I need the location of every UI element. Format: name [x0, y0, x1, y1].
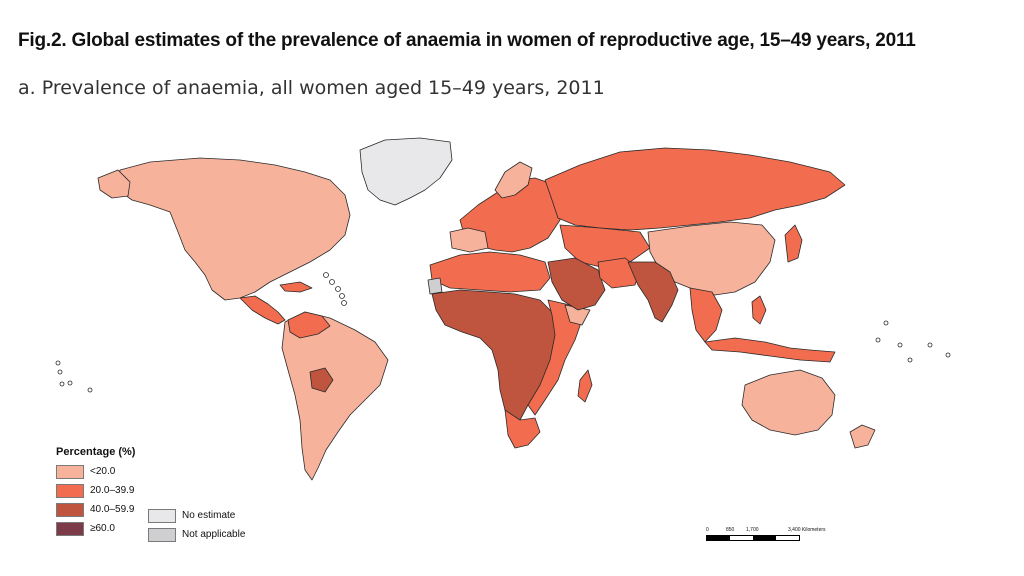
legend-item: No estimate — [148, 506, 245, 525]
region-caribbean — [279, 281, 313, 293]
legend-title: Percentage (%) — [56, 446, 136, 458]
legend-label: No estimate — [182, 510, 236, 521]
region-central-america — [239, 295, 286, 325]
region-bolivia — [309, 367, 334, 393]
region-arabia — [547, 257, 606, 311]
legend-item: 20.0–39.9 — [56, 481, 135, 500]
scale-tick-label: 1,700 — [746, 527, 759, 533]
region-south-america — [281, 311, 389, 481]
scale-tick-label: 0 — [706, 527, 709, 533]
legend-item: Not applicable — [148, 525, 245, 544]
region-madagascar — [577, 369, 593, 403]
region-northern-south-america — [287, 311, 331, 339]
legend-swatch — [56, 483, 84, 498]
scale-tick-label: 850 — [726, 527, 735, 533]
region-south-asia — [627, 261, 679, 323]
region-western-sahara — [427, 277, 443, 295]
scale-bar: 0 850 1,700 3,400 Kilometers — [706, 527, 856, 541]
region-north-africa — [429, 251, 551, 293]
region-southeast-asia — [689, 287, 723, 343]
legend: Percentage (%) <20.0 20.0–39.9 40.0–59.9… — [56, 446, 135, 538]
legend-item: ≥60.0 — [56, 519, 135, 538]
region-new-zealand — [849, 424, 876, 449]
legend-item: <20.0 — [56, 462, 135, 481]
scale-tick-label: 3,400 Kilometers — [788, 527, 826, 533]
scale-bar-graphic — [706, 535, 800, 541]
legend-extra: No estimate Not applicable — [148, 506, 245, 544]
figure-title: Fig.2. Global estimates of the prevalenc… — [18, 30, 916, 51]
figure-subtitle: a. Prevalence of anaemia, all women aged… — [18, 77, 605, 99]
legend-item: 40.0–59.9 — [56, 500, 135, 519]
region-greenland — [359, 137, 453, 206]
legend-label: 40.0–59.9 — [90, 504, 135, 515]
legend-swatch — [56, 521, 84, 536]
legend-label: 20.0–39.9 — [90, 485, 135, 496]
region-russia — [544, 147, 846, 231]
world-map — [0, 120, 1024, 576]
legend-swatch — [56, 502, 84, 517]
region-scandinavia — [494, 161, 533, 199]
legend-label: ≥60.0 — [90, 523, 115, 534]
region-australia — [741, 369, 836, 436]
region-indonesia — [704, 337, 836, 363]
legend-swatch — [56, 464, 84, 479]
region-philippines — [751, 295, 767, 325]
region-southern-africa — [504, 409, 541, 449]
small-island-markers — [55, 272, 951, 393]
region-sub-saharan-africa — [431, 289, 561, 429]
legend-swatch — [148, 527, 176, 542]
region-japan — [784, 224, 803, 263]
region-north-america — [117, 157, 351, 301]
legend-label: Not applicable — [182, 529, 246, 540]
legend-label: <20.0 — [90, 466, 116, 477]
world-map-svg — [55, 137, 951, 481]
legend-swatch — [148, 508, 176, 523]
region-alaska — [97, 169, 131, 199]
scale-labels: 0 850 1,700 3,400 Kilometers — [706, 527, 856, 535]
region-western-europe — [449, 227, 489, 253]
